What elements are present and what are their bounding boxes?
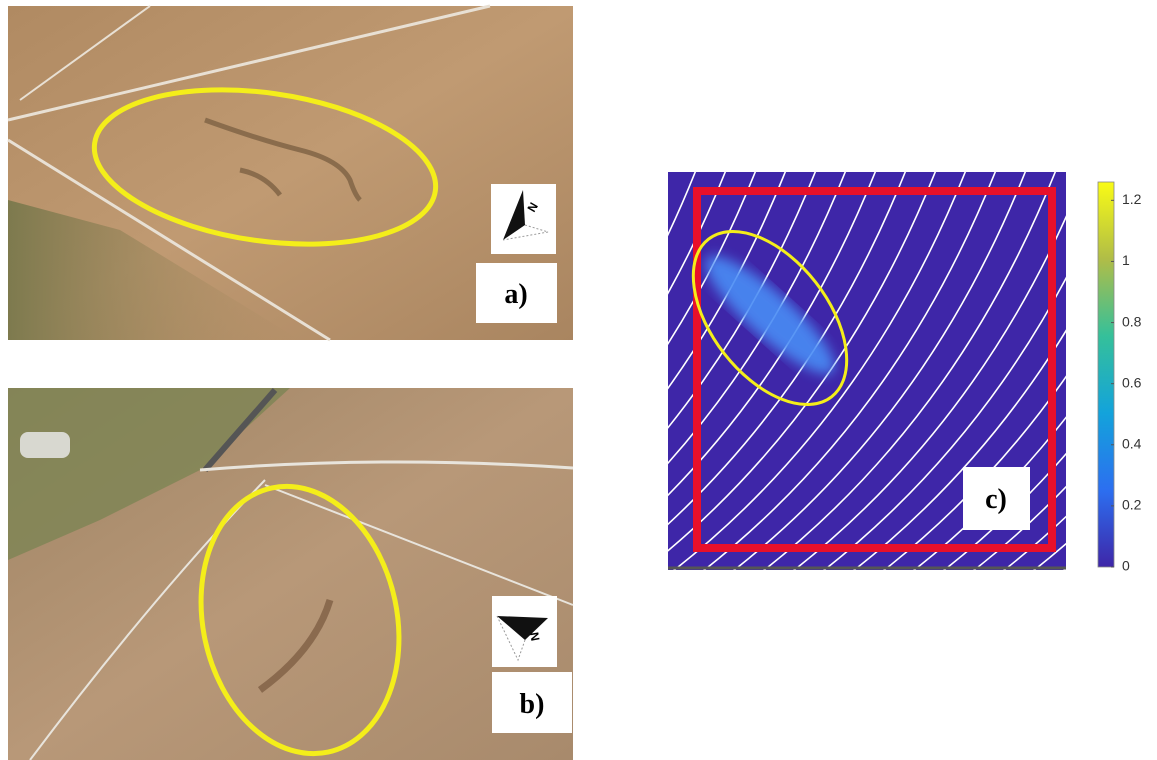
colorbar-tick-label: 0.2 (1122, 497, 1142, 513)
photo-b: N b) (8, 388, 573, 760)
contour-line (1118, 165, 1157, 575)
figure: N a) N b) c) 0 0.2 0.4 0.6 0.8 1 1.2 (0, 0, 1157, 760)
contour-line (1148, 165, 1157, 575)
colorbar-tick-label: 0.6 (1122, 374, 1142, 390)
colorbar-tick-label: 1.2 (1122, 191, 1142, 207)
colorbar-tick-label: 0 (1122, 558, 1130, 574)
colorbar: 0 0.2 0.4 0.6 0.8 1 1.2 (1098, 182, 1142, 574)
panel-label: a) (504, 279, 527, 310)
colorbar-tick-label: 1 (1122, 252, 1130, 268)
colorbar-scale (1098, 182, 1114, 567)
panel-label: c) (985, 484, 1007, 515)
photo-a: N a) (8, 6, 573, 340)
colorbar-tick-label: 0.8 (1122, 313, 1142, 329)
panel-label: b) (520, 689, 545, 720)
colorbar-tick-label: 0.4 (1122, 435, 1142, 451)
